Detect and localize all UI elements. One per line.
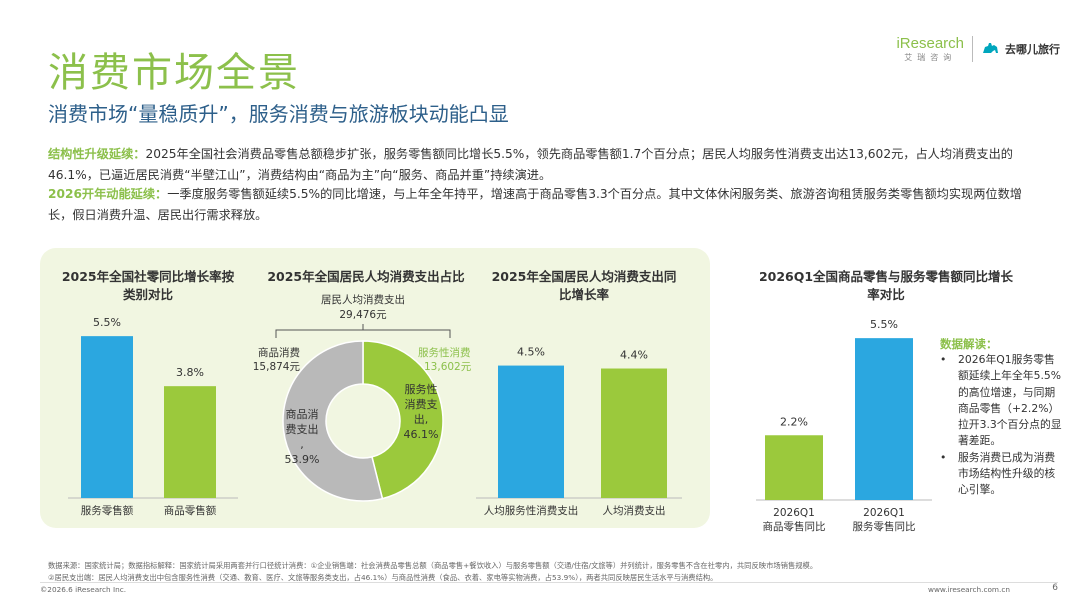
chart1-value-label: 3.8% [176,366,204,379]
chart2-inner-label: 出, [414,412,429,426]
footer-source-line1: 数据来源：国家统计局；数据指标解释：国家统计局采用两套并行口径统计消费：①企业销… [48,561,818,570]
page-title: 消费市场全景 [48,50,300,96]
chart4-value-label: 5.5% [870,318,898,331]
footer-source-line2: ②居民支出端：居民人均消费支出中包含服务性消费（交通、教育、医疗、文旅等服务类支… [48,573,718,582]
chart4-bar [855,338,913,500]
chart4-category-label: 服务零售同比 [853,520,916,533]
chart2-slice [362,340,444,500]
qunar-logo: 去哪儿旅行 [981,41,1060,57]
paragraph-structural-upgrade: 结构性升级延续：2025年全国社会消费品零售总额稳步扩张，服务零售额同比增长5.… [48,147,1013,182]
chart2-title: 2025年全国居民人均消费支出占比 [267,269,465,284]
chart2-slice-name: 商品消费 [258,346,300,359]
chart1-title: 2025年全国社零同比增长率按类别对比 [61,269,235,302]
chart2-inner-label: 53.9% [285,453,320,466]
footer-divider [40,582,1058,583]
chart2-total-bracket [275,329,451,338]
chart2-total-label: 29,476元 [339,309,387,321]
chart3-bar [498,365,564,498]
notes-item: 2026年Q1服务零售额延续上年全年5.5%的高位增速，与同期商品零售（+2.2… [940,352,1062,450]
chart2-inner-label: 商品消 [286,407,319,421]
chart2-slice-name: 服务性消费 [418,346,471,359]
chart3-bar [601,368,667,498]
chart3-category-label: 人均服务性消费支出 [484,504,579,517]
chart2-inner-label: 费支出 [286,422,319,436]
chart4-category-label: 商品零售同比 [763,520,826,533]
logo-divider [972,36,973,62]
notes-item: 服务消费已成为消费市场结构性升级的核心引擎。 [940,450,1062,499]
chart2-total-label: 居民人均消费支出 [321,293,405,306]
chart3-value-label: 4.4% [620,349,648,362]
chart2-inner-label: 46.1% [404,428,439,441]
chart2-inner-label: 消费支 [405,397,438,411]
chart1-value-label: 5.5% [93,316,121,329]
notes-title: 数据解读： [940,337,998,351]
footer-copyright: ©2026.6 iResearch Inc. [40,585,127,594]
logo-area: iResearch 艾瑞咨询 去哪儿旅行 [896,36,1060,62]
chart3-category-label: 人均消费支出 [603,504,666,517]
iresearch-logo: iResearch 艾瑞咨询 [896,35,964,62]
chart4-title: 2026Q1全国商品零售与服务零售额同比增长率对比 [758,269,1014,302]
notes-list: 2026年Q1服务零售额延续上年全年5.5%的高位增速，与同期商品零售（+2.2… [940,352,1062,499]
chart4-category-label: 2026Q1 [863,507,905,519]
chart2-inner-label: 服务性 [405,382,438,396]
paragraph-2026-momentum: 2026开年动能延续：一季度服务零售额延续5.5%的同比增速，与上年全年持平，增… [48,187,1022,222]
chart4-value-label: 2.2% [780,415,808,428]
chart1-category-label: 商品零售额 [164,504,217,517]
chart4-category-label: 2026Q1 [773,507,815,519]
page-subtitle: 消费市场“量稳质升”，服务消费与旅游板块动能凸显 [48,102,509,126]
chart2-inner-label: , [300,438,304,451]
camel-icon [983,43,998,53]
chart1-bar [81,336,133,498]
chart1-bar [164,386,216,498]
chart2-slice-amount: 13,602元 [424,361,472,373]
chart3-title: 2025年全国居民人均消费支出同比增长率 [491,269,677,302]
chart4-bar [765,435,823,500]
chart2-slice [282,340,384,502]
chart1-category-label: 服务零售额 [81,504,134,517]
chart3-value-label: 4.5% [517,346,545,359]
page-number: 6 [1052,583,1058,593]
chart2-slice-amount: 15,874元 [253,361,301,373]
footer-url: www.iresearch.com.cn [927,585,1010,594]
